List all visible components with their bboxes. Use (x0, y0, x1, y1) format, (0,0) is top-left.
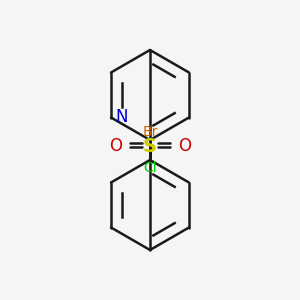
Text: O: O (109, 137, 122, 155)
Text: N: N (115, 109, 128, 127)
Text: O: O (178, 137, 191, 155)
Text: Br: Br (142, 125, 158, 139)
Text: Cl: Cl (143, 161, 157, 175)
Text: S: S (143, 137, 157, 157)
